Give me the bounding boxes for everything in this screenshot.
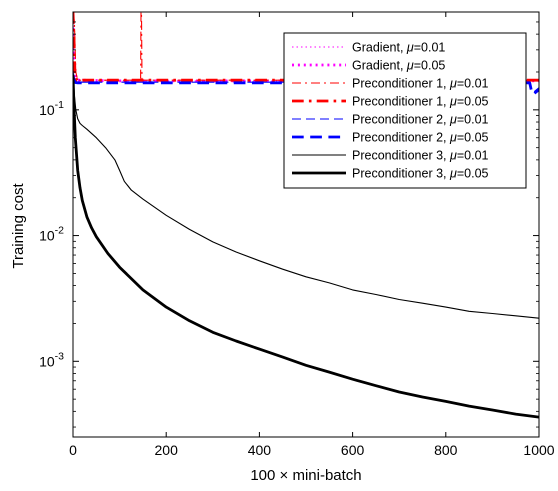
y-tick-base: 10 [39,102,55,118]
legend-label-2: Gradient, μ=0.05 [352,59,445,73]
y-tick-label: 10-2 [39,225,64,244]
y-tick-label: 10-1 [39,99,64,118]
legend-box [283,32,527,189]
y-tick-exponent: -1 [55,99,64,111]
legend-label-3: Preconditioner 1, μ=0.01 [352,77,489,91]
legend-label-4: Preconditioner 1, μ=0.05 [352,95,489,109]
x-tick-label: 400 [248,442,272,458]
x-axis-label: 100 × mini-batch [250,467,361,484]
y-tick-base: 10 [39,228,55,244]
y-tick-exponent: -3 [55,350,64,362]
x-tick-label: 800 [434,442,458,458]
x-tick-label: 0 [69,442,77,458]
series-line-7 [73,71,539,319]
y-axis-label: Training cost [10,183,27,269]
x-tick-label: 600 [341,442,365,458]
series-line-8 [73,74,539,419]
y-tick-base: 10 [39,353,55,369]
x-tick-label: 200 [155,442,179,458]
legend-label-5: Preconditioner 2, μ=0.01 [352,113,489,127]
legend-label-1: Gradient, μ=0.01 [352,41,445,55]
legend: Gradient, μ=0.01 Gradient, μ=0.05 Precondi… [283,32,527,189]
plot-frame [72,11,540,438]
y-tick-exponent: -2 [55,225,64,237]
legend-label-7: Preconditioner 3, μ=0.01 [352,149,489,163]
x-tick-label: 1000 [523,442,554,458]
legend-label-6: Preconditioner 2, μ=0.05 [352,131,489,145]
legend-label-8: Preconditioner 3, μ=0.05 [352,167,489,181]
y-tick-label: 10-3 [39,350,64,369]
